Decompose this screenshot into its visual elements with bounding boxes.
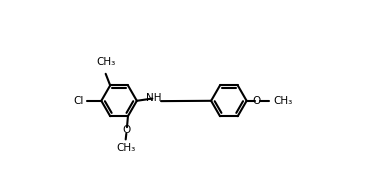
Text: CH₃: CH₃ xyxy=(116,143,135,153)
Text: Cl: Cl xyxy=(73,96,84,106)
Text: O: O xyxy=(252,96,261,106)
Text: O: O xyxy=(122,125,130,135)
Text: CH₃: CH₃ xyxy=(273,96,292,106)
Text: NH: NH xyxy=(146,93,161,103)
Text: CH₃: CH₃ xyxy=(97,57,116,67)
